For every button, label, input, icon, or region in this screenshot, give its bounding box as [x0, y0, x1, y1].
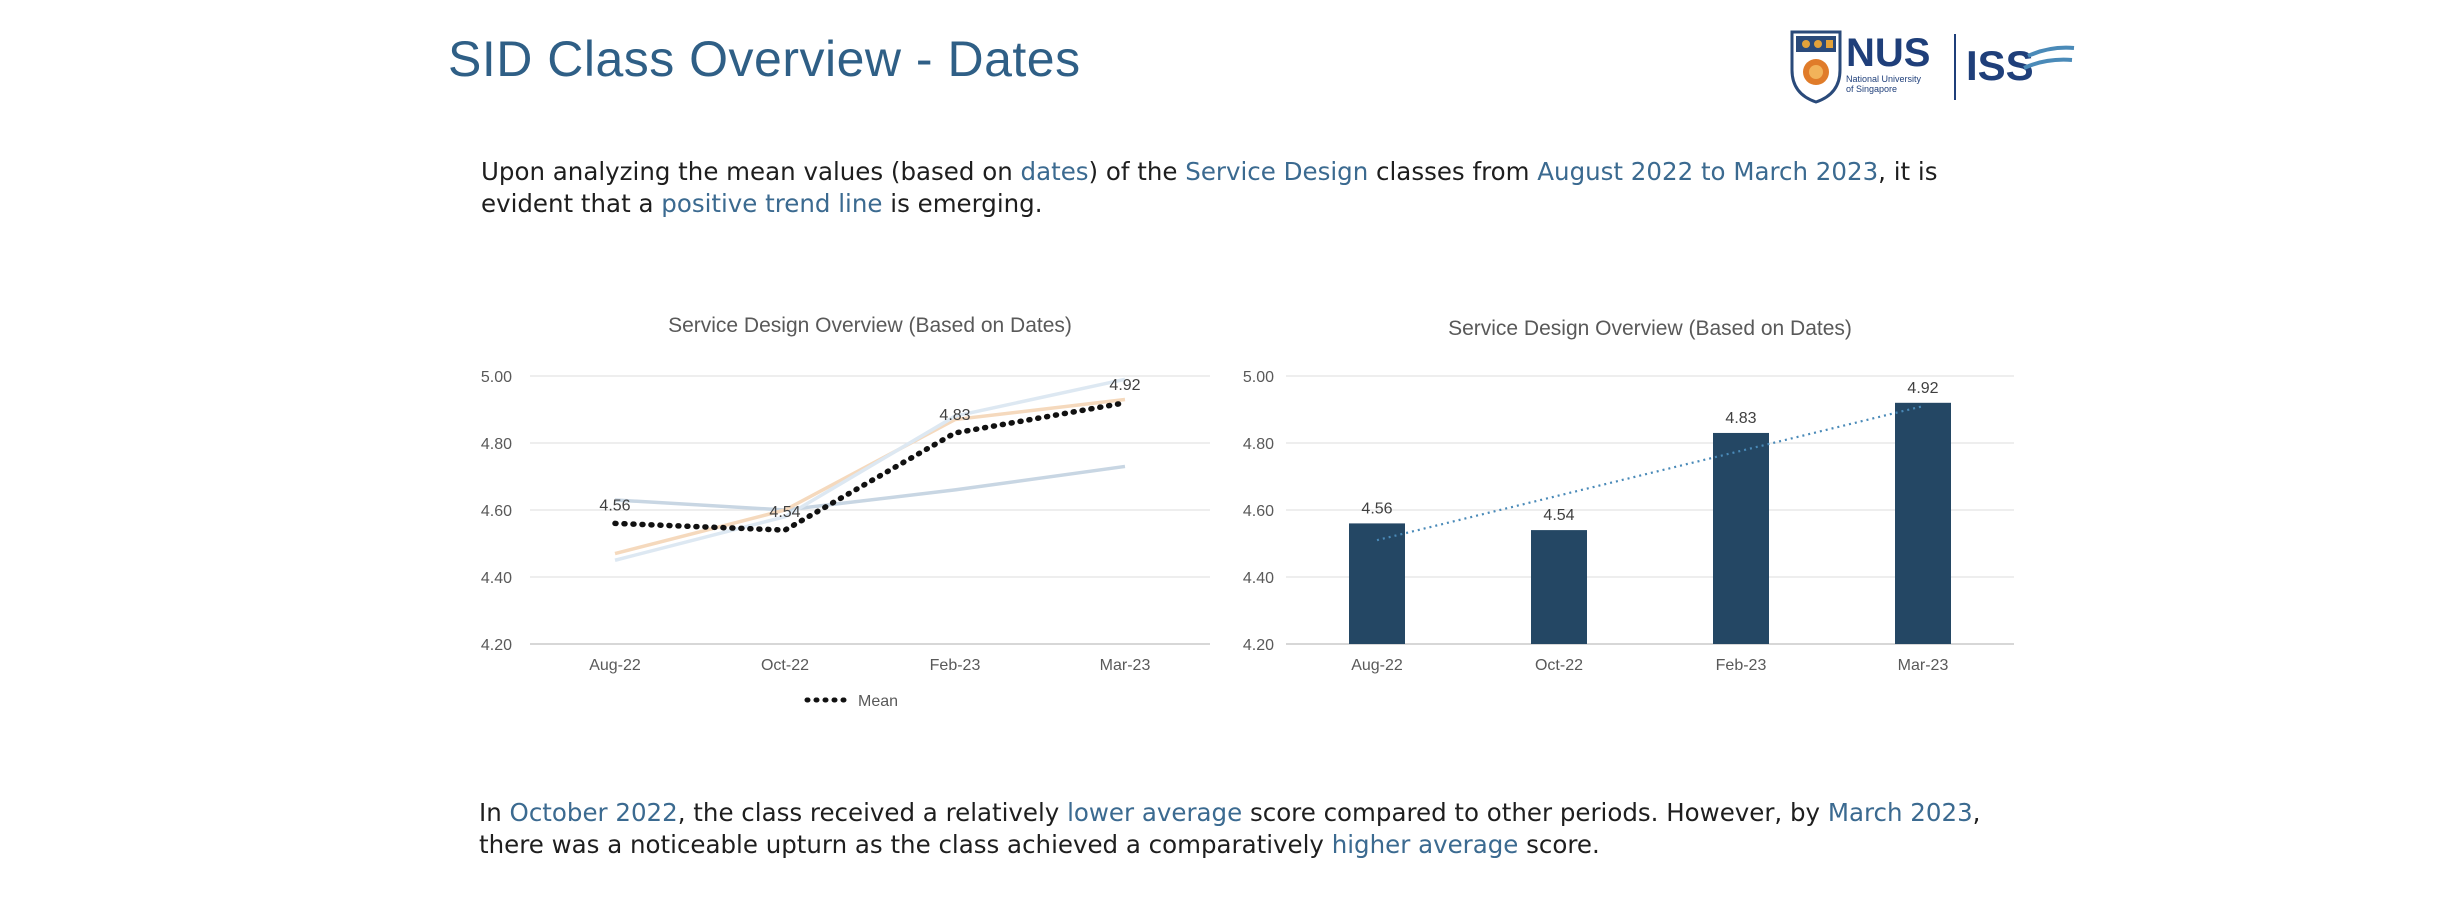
chart-title: Service Design Overview (Based on Dates)	[668, 314, 1072, 337]
x-tick-label: Oct-22	[761, 657, 809, 674]
data-label: 4.54	[769, 504, 800, 521]
highlight-october: October 2022	[509, 798, 678, 827]
y-tick-label: 4.80	[481, 436, 512, 453]
logo-divider	[1954, 34, 1956, 100]
y-tick-label: 4.20	[1243, 637, 1274, 654]
highlight-lower-average: lower average	[1067, 798, 1243, 827]
data-label: 4.56	[1361, 500, 1392, 517]
y-tick-label: 4.40	[481, 570, 512, 587]
y-tick-label: 5.00	[1243, 369, 1274, 386]
bar	[1349, 523, 1405, 644]
y-tick-label: 4.60	[1243, 503, 1274, 520]
data-label: 4.56	[599, 497, 630, 514]
x-tick-label: Feb-23	[1716, 657, 1767, 674]
highlight-march: March 2023	[1827, 798, 1973, 827]
data-label: 4.54	[1543, 507, 1574, 524]
nus-iss-logo: NUS National University of Singapore ISS	[1790, 30, 2075, 104]
faint-series-line	[614, 464, 1126, 512]
x-tick-label: Aug-22	[1351, 657, 1403, 674]
x-tick-label: Oct-22	[1535, 657, 1583, 674]
bar	[1713, 432, 1769, 644]
logo-secondary-text: ISS	[1966, 42, 2034, 89]
y-tick-label: 5.00	[481, 369, 512, 386]
line-chart: Service Design Overview (Based on Dates)…	[481, 314, 1210, 710]
highlight-service-design: Service Design	[1185, 157, 1369, 186]
faint-series-line	[614, 377, 1126, 562]
y-tick-label: 4.60	[481, 503, 512, 520]
logo-primary-text: NUS	[1846, 31, 1930, 75]
bar-chart: Service Design Overview (Based on Dates)…	[1243, 317, 2014, 674]
intro-paragraph: Upon analyzing the mean values (based on…	[481, 157, 1938, 218]
data-label: 4.92	[1109, 377, 1140, 394]
highlight-trend: positive trend line	[661, 189, 883, 218]
highlight-date-range: August 2022 to March 2023	[1537, 157, 1879, 186]
trendline	[1376, 405, 1924, 542]
conclusion-paragraph: In October 2022, the class received a re…	[479, 798, 1981, 859]
x-tick-label: Aug-22	[589, 657, 641, 674]
data-label: 4.83	[1725, 410, 1756, 427]
y-tick-label: 4.20	[481, 637, 512, 654]
x-tick-label: Mar-23	[1898, 657, 1949, 674]
highlight-dates: dates	[1020, 157, 1089, 186]
x-tick-label: Feb-23	[930, 657, 981, 674]
bar	[1531, 530, 1587, 644]
y-tick-label: 4.80	[1243, 436, 1274, 453]
data-label: 4.92	[1907, 380, 1938, 397]
mean-line	[612, 400, 1128, 533]
data-label: 4.83	[939, 407, 970, 424]
slide-title: SID Class Overview - Dates	[448, 31, 1081, 87]
legend-label: Mean	[858, 693, 898, 710]
highlight-higher-average: higher average	[1331, 830, 1519, 859]
y-tick-label: 4.40	[1243, 570, 1274, 587]
x-tick-label: Mar-23	[1100, 657, 1151, 674]
iss-swoosh-icon	[2023, 45, 2075, 70]
chart-title: Service Design Overview (Based on Dates)	[1448, 317, 1852, 340]
nus-crest-icon	[1790, 30, 1842, 104]
logo-subtitle-line1: National University	[1846, 74, 1922, 84]
bar	[1895, 402, 1951, 644]
logo-subtitle-line2: of Singapore	[1846, 84, 1897, 94]
